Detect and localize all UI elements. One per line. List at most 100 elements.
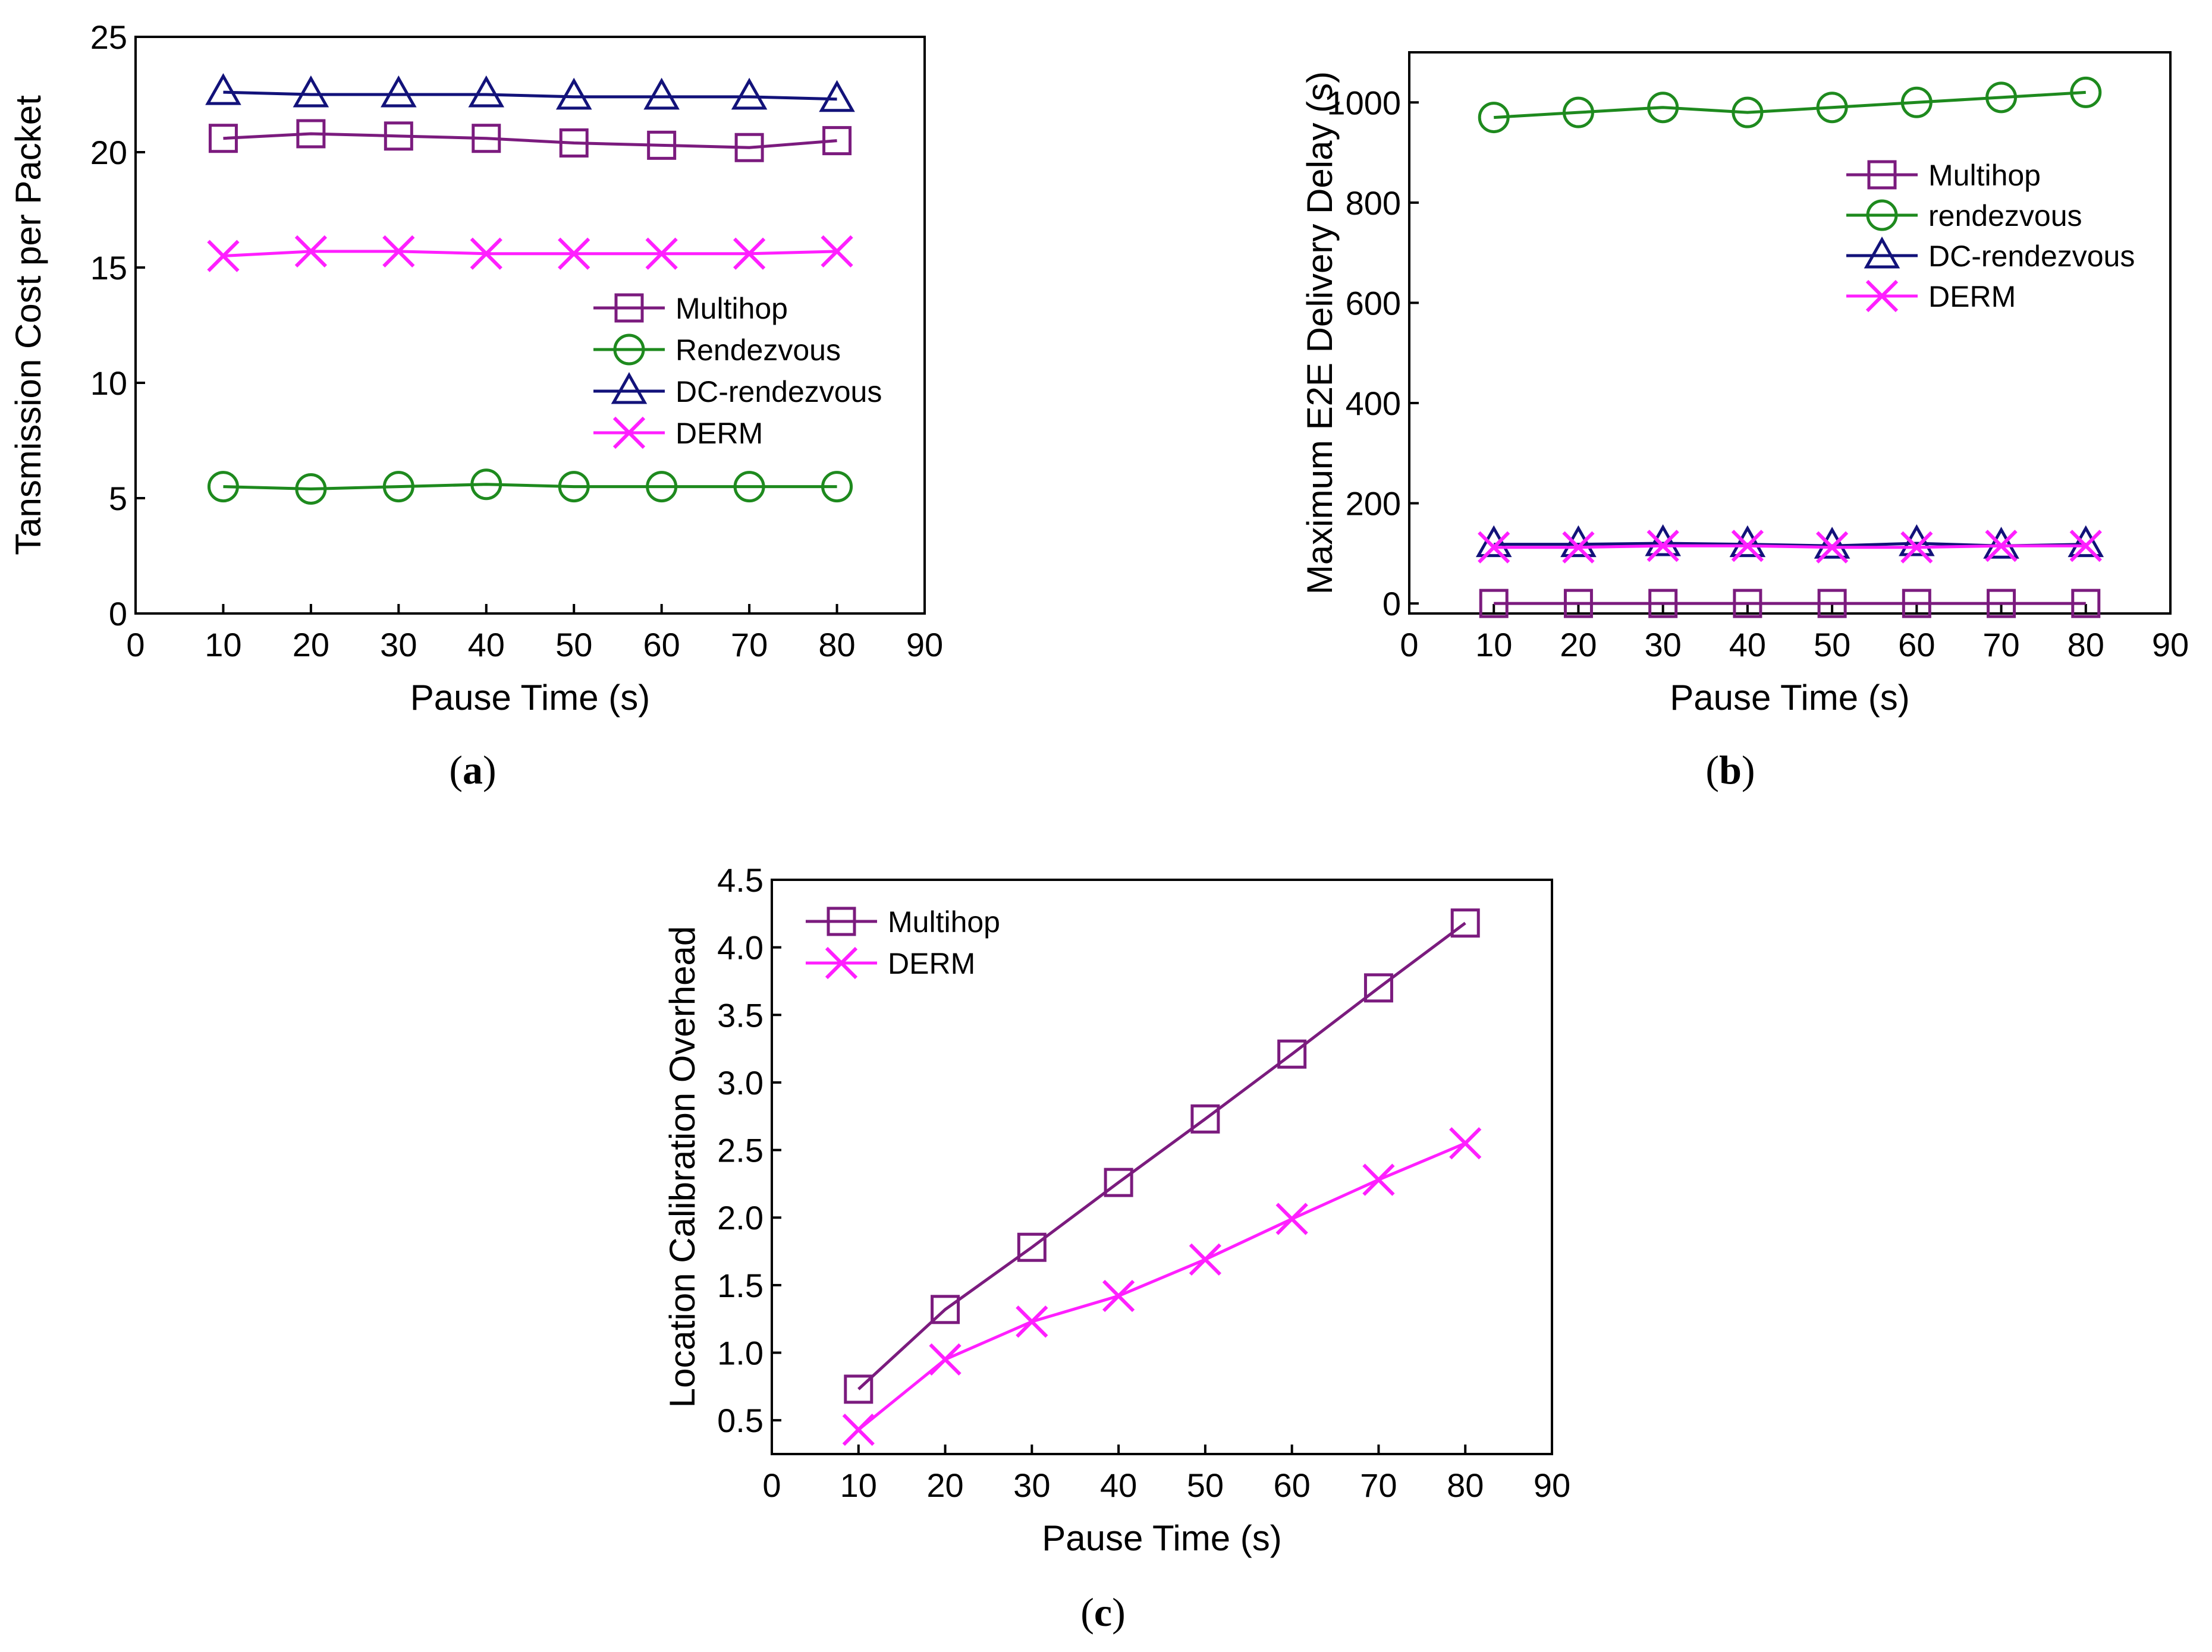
x-tick-label: 70 xyxy=(731,626,768,663)
legend-marker-square xyxy=(827,907,856,936)
x-tick-label: 70 xyxy=(1360,1467,1397,1504)
data-point-square xyxy=(1563,589,1593,618)
x-tick-label: 10 xyxy=(205,626,241,663)
data-point-x xyxy=(1189,1243,1222,1276)
data-point-square xyxy=(1450,908,1480,938)
x-tick-label: 60 xyxy=(643,626,680,663)
data-point-square xyxy=(559,128,589,158)
y-tick-label: 3.0 xyxy=(717,1064,763,1102)
y-tick-label: 3.5 xyxy=(717,996,763,1034)
legend-label: Rendezvous xyxy=(675,333,841,367)
series-rendezvous xyxy=(1478,76,2102,134)
y-tick-label: 10 xyxy=(90,364,127,402)
x-tick-label: 40 xyxy=(1729,626,1766,663)
panel-caption-right: ) xyxy=(1742,747,1755,792)
series-line xyxy=(223,132,837,149)
x-tick-label: 90 xyxy=(906,626,943,663)
legend-marker-x xyxy=(1865,279,1899,313)
data-point-triangle xyxy=(1899,524,1935,556)
data-point-triangle xyxy=(1560,525,1597,558)
data-point-square xyxy=(1902,589,1931,618)
data-point-circle xyxy=(1985,81,2018,114)
data-point-square xyxy=(1479,589,1509,618)
data-point-circle xyxy=(1562,96,1594,128)
chart-panel-1: 0 10 20 30 40 50 60 70 80 90 0 200 400 600 800 1000 Paus… xyxy=(1300,51,2189,792)
y-tick-label: 4.5 xyxy=(717,861,763,899)
data-point-square xyxy=(1987,589,2016,618)
data-point-x xyxy=(1815,531,1849,564)
series-derm xyxy=(207,235,853,272)
y-tick-label: 5 xyxy=(109,480,127,517)
data-point-triangle xyxy=(1645,524,1681,556)
series-multihop xyxy=(208,119,852,162)
panel-caption-left: ( xyxy=(449,747,463,792)
data-point-circle xyxy=(2070,76,2102,108)
data-point-circle xyxy=(1816,92,1848,124)
legend: Multihop DERM xyxy=(806,905,1000,980)
panel-caption-left: ( xyxy=(1705,747,1719,792)
legend: Multihop Rendezvous DC-rendezvous DERM xyxy=(593,292,882,450)
legend-marker-square xyxy=(1867,160,1897,190)
data-point-x xyxy=(382,235,415,268)
data-point-triangle xyxy=(643,77,680,110)
series-line xyxy=(857,1141,1466,1431)
data-point-circle xyxy=(1647,92,1679,124)
data-point-square xyxy=(1017,1232,1047,1262)
panel-caption: (a) xyxy=(449,747,496,792)
data-point-square xyxy=(1104,1168,1133,1197)
x-tick-label: 60 xyxy=(1274,1467,1311,1504)
x-tick-label: 30 xyxy=(1645,626,1682,663)
data-point-x xyxy=(929,1343,962,1376)
data-point-circle xyxy=(558,471,590,503)
data-point-circle xyxy=(646,471,678,503)
y-tick-label: 1000 xyxy=(1327,84,1401,121)
x-tick-label: 80 xyxy=(2068,626,2104,663)
data-point-triangle xyxy=(1475,525,1512,558)
y-tick-label: 1.5 xyxy=(717,1267,763,1304)
series-line xyxy=(857,921,1466,1390)
x-tick-label: 0 xyxy=(762,1467,781,1504)
y-axis-label: Tansmission Cost per Packet xyxy=(8,95,48,555)
series-dc-rendezvous xyxy=(205,73,855,112)
legend-marker-circle xyxy=(613,333,645,366)
chart-panel-0: 0 10 20 30 40 50 60 70 80 90 0 5 10 15 20 25 Pause Time … xyxy=(8,18,943,792)
legend-label: Multihop xyxy=(675,292,788,325)
x-tick-label: 10 xyxy=(840,1467,877,1504)
plot-frame xyxy=(771,879,1553,1455)
data-point-square xyxy=(384,121,413,151)
legend-label: rendezvous xyxy=(1928,199,2082,232)
series-derm xyxy=(842,1127,1482,1446)
data-point-triangle xyxy=(731,77,768,110)
chart-panel-2: 0 10 20 30 40 50 60 70 80 90 0.5 1.0 1.5 2.0 2.5 3.0 3.5… xyxy=(662,861,1570,1635)
legend: Multihop rendezvous DC-rendezvous DERM xyxy=(1846,159,2135,313)
data-point-square xyxy=(1190,1104,1220,1134)
data-point-x xyxy=(1275,1203,1308,1235)
x-axis-label: Pause Time (s) xyxy=(410,678,650,718)
series-line xyxy=(223,483,837,490)
y-tick-label: 200 xyxy=(1346,485,1401,523)
series-multihop xyxy=(1479,589,2101,618)
data-point-x xyxy=(294,235,328,268)
y-tick-label: 600 xyxy=(1346,284,1401,322)
data-point-circle xyxy=(207,471,239,503)
data-point-x xyxy=(733,237,766,270)
series-derm xyxy=(1478,530,2102,564)
x-tick-label: 20 xyxy=(926,1467,963,1504)
legend-label: DERM xyxy=(888,947,975,980)
y-tick-label: 0 xyxy=(109,595,127,633)
y-tick-label: 2.5 xyxy=(717,1132,763,1169)
legend-label: DERM xyxy=(675,417,763,450)
data-point-circle xyxy=(470,468,502,501)
y-axis-label: Maximum E2E Delivery Delay (s) xyxy=(1300,71,1340,594)
panel-caption-right: ) xyxy=(483,747,497,792)
x-tick-label: 50 xyxy=(1814,626,1850,663)
plot-frame xyxy=(1408,51,2172,615)
y-tick-label: 4.0 xyxy=(717,929,763,967)
x-tick-label: 70 xyxy=(1982,626,2019,663)
data-point-triangle xyxy=(1729,525,1766,558)
panel-caption: (b) xyxy=(1705,747,1755,792)
data-point-square xyxy=(734,133,764,162)
y-tick-label: 0.5 xyxy=(717,1402,763,1439)
panel-caption-letter: c xyxy=(1094,1590,1112,1635)
y-tick-label: 400 xyxy=(1346,385,1401,422)
